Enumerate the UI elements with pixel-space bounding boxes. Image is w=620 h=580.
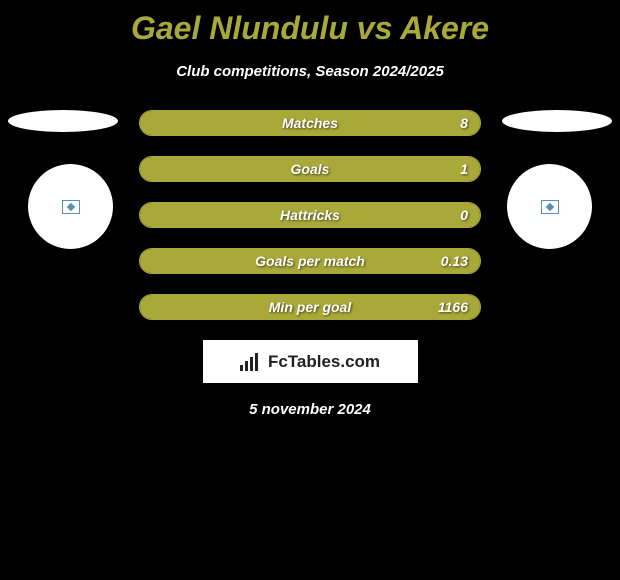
stat-label: Goals per match <box>255 253 365 269</box>
stat-value: 8 <box>460 115 468 131</box>
logo-text: FcTables.com <box>268 352 380 372</box>
stat-label: Goals <box>291 161 330 177</box>
stat-row: Goals 1 <box>139 156 481 182</box>
stat-row: Hattricks 0 <box>139 202 481 228</box>
stat-label: Min per goal <box>269 299 351 315</box>
page-subtitle: Club competitions, Season 2024/2025 <box>0 63 620 80</box>
placeholder-image-icon <box>62 200 80 214</box>
comparison-area: Matches 8 Goals 1 Hattricks 0 Goals per … <box>0 110 620 418</box>
left-ellipse <box>8 110 118 132</box>
footer-date: 5 november 2024 <box>0 401 620 418</box>
source-logo: FcTables.com <box>203 340 418 383</box>
stat-label: Hattricks <box>280 207 340 223</box>
right-ellipse <box>502 110 612 132</box>
left-player-badge <box>28 164 113 249</box>
bar-chart-icon <box>240 353 262 371</box>
stat-row: Matches 8 <box>139 110 481 136</box>
placeholder-image-icon <box>541 200 559 214</box>
stat-value: 0 <box>460 207 468 223</box>
stat-row: Goals per match 0.13 <box>139 248 481 274</box>
stat-rows: Matches 8 Goals 1 Hattricks 0 Goals per … <box>139 110 481 320</box>
page-title: Gael Nlundulu vs Akere <box>0 0 620 47</box>
stat-value: 1166 <box>438 299 468 315</box>
right-player-badge <box>507 164 592 249</box>
stat-row: Min per goal 1166 <box>139 294 481 320</box>
stat-label: Matches <box>282 115 338 131</box>
stat-value: 1 <box>460 161 468 177</box>
stat-value: 0.13 <box>441 253 468 269</box>
